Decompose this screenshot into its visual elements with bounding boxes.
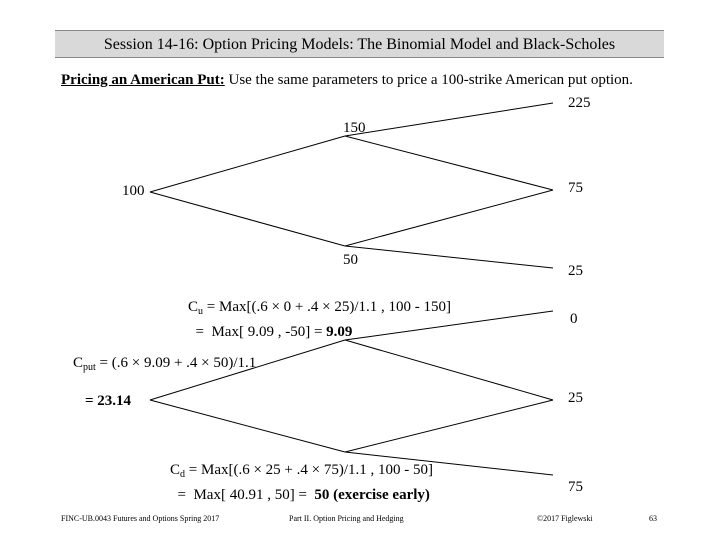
tree-branch-d-up <box>344 189 554 247</box>
cu-formula-line2: = Max[ 9.09 , -50] = 9.09 <box>188 324 353 340</box>
tree-branch-0-down <box>149 191 346 247</box>
opt-branch-0-down <box>149 399 346 453</box>
opt-branch-u-down <box>344 339 554 401</box>
opt-branch-d-down <box>344 451 554 476</box>
intro-heading: Pricing an American Put: <box>61 72 225 88</box>
tree-branch-0-up <box>149 135 346 193</box>
intro-body: Use the same parameters to price a 100-s… <box>224 72 633 88</box>
opt-branch-d-up <box>344 399 554 453</box>
payoff-ud: 25 <box>568 390 583 406</box>
node-s0: 100 <box>122 183 145 199</box>
payoff-uu: 0 <box>570 311 578 327</box>
cu-formula: Cu = Max[(.6 × 0 + .4 × 25)/1.1 , 100 - … <box>188 297 451 342</box>
footer-page-number: 63 <box>649 514 657 523</box>
cd-formula: Cd = Max[(.6 × 25 + .4 × 75)/1.1 , 100 -… <box>170 460 433 505</box>
cput-result: = 23.14 <box>85 393 132 409</box>
footer-part: Part II. Option Pricing and Hedging <box>289 514 404 523</box>
cd-formula-line2: = Max[ 40.91 , 50] = 50 (exercise early) <box>170 487 430 503</box>
opt-branch-0-up <box>149 339 346 401</box>
node-sd: 50 <box>343 252 358 268</box>
node-sud: 75 <box>568 180 583 196</box>
intro-text: Pricing an American Put: Use the same pa… <box>61 71 661 90</box>
footer-course: FINC-UB.0043 Futures and Options Spring … <box>61 514 220 523</box>
node-suu: 225 <box>568 95 591 111</box>
node-su: 150 <box>343 120 366 136</box>
cput-formula-line1: Cput = (.6 × 9.09 + .4 × 50)/1.1 <box>73 355 257 373</box>
tree-branch-u-up <box>344 102 554 137</box>
tree-branch-u-down <box>344 135 554 191</box>
opt-branch-u-up <box>344 310 554 341</box>
node-sdd: 25 <box>568 263 583 279</box>
footer-copyright: ©2017 Figlewski <box>537 514 593 523</box>
cd-formula-line1: Cd = Max[(.6 × 25 + .4 × 75)/1.1 , 100 -… <box>170 462 433 480</box>
tree-branch-d-down <box>344 245 554 269</box>
cu-formula-line1: Cu = Max[(.6 × 0 + .4 × 25)/1.1 , 100 - … <box>188 299 451 317</box>
payoff-dd: 75 <box>568 479 583 495</box>
slide-title: Session 14-16: Option Pricing Models: Th… <box>55 30 664 58</box>
